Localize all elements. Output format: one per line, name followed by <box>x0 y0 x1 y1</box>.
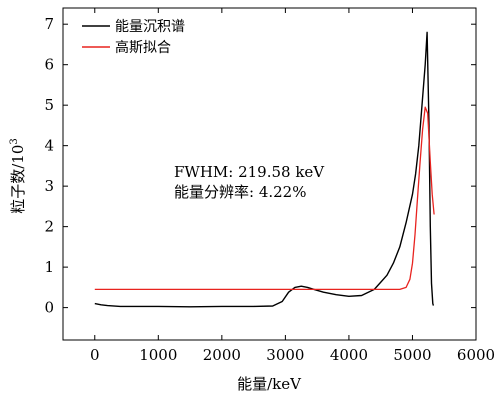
plot-lines <box>94 31 435 308</box>
y-axis-label-exponent: 3 <box>9 138 20 144</box>
x-tick-label: 6000 <box>457 346 495 364</box>
annotation-resolution: 能量分辨率: 4.22% <box>174 183 306 201</box>
y-tick-label: 5 <box>44 96 54 114</box>
ticks: 0 1000 2000 3000 4000 5000 6000 0 1 2 3 4 5 6 7 <box>44 8 495 364</box>
legend-label-gaussian: 高斯拟合 <box>115 39 171 56</box>
x-tick-label: 5000 <box>393 346 431 364</box>
annotation-fwhm: FWHM: 219.58 keV <box>174 163 325 181</box>
legend-label-deposition: 能量沉积谱 <box>115 19 185 35</box>
x-axis-label: 能量/keV <box>237 375 302 393</box>
x-tick-label: 1000 <box>139 346 177 364</box>
y-tick-label: 0 <box>44 299 54 317</box>
y-tick-label: 2 <box>44 218 54 236</box>
y-tick-label: 6 <box>44 56 54 74</box>
y-tick-label: 7 <box>44 15 54 33</box>
y-tick-label: 3 <box>44 177 54 195</box>
series-line-energy-deposition <box>94 31 435 308</box>
y-axis-label-base: 粒子数/10 <box>9 145 27 214</box>
y-tick-label: 4 <box>44 137 54 155</box>
x-tick-label: 2000 <box>203 346 241 364</box>
y-tick-label: 1 <box>44 258 54 276</box>
x-tick-label: 4000 <box>330 346 368 364</box>
x-tick-label: 0 <box>90 346 100 364</box>
x-tick-label: 3000 <box>266 346 304 364</box>
plot-frame <box>62 7 477 341</box>
y-axis-label: 粒子数/103 <box>9 138 27 214</box>
legend: 能量沉积谱 高斯拟合 <box>82 19 185 56</box>
series-line-gaussian-fit <box>94 106 435 291</box>
